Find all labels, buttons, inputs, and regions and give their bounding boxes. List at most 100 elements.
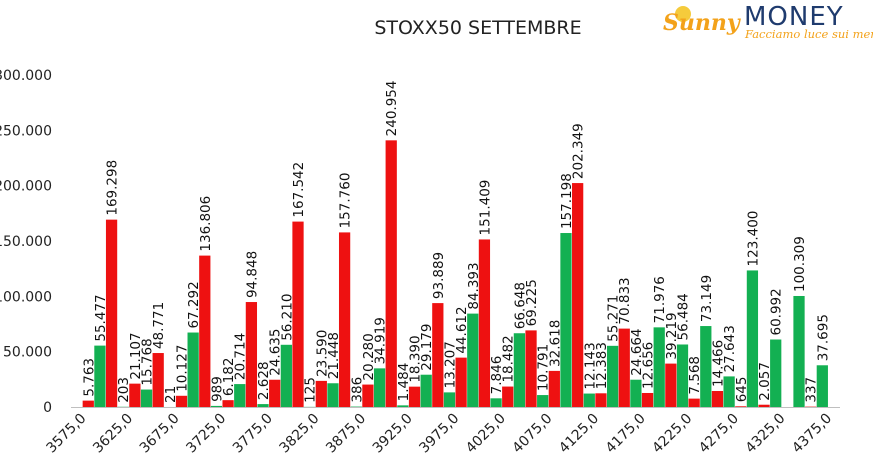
data-label: 136.806 [198, 196, 214, 252]
x-tick-label: 4225,0 [649, 411, 695, 457]
bar-green [140, 389, 153, 407]
bar-green [793, 295, 805, 407]
x-tick-label: 4325,0 [743, 411, 789, 457]
data-label: 60.992 [769, 288, 785, 335]
data-label: 20.714 [233, 333, 249, 380]
data-label: 989 [209, 376, 225, 402]
data-label: 13.207 [442, 341, 458, 388]
x-tick-label: 3575,0 [44, 411, 90, 457]
bar-red [711, 390, 724, 407]
bar-red [152, 353, 164, 407]
bar-red [175, 395, 188, 407]
logo: Sunny MONEY Facciamo luce sui mercati [663, 2, 873, 41]
bar-green [816, 365, 828, 407]
data-label: 337 [804, 377, 820, 403]
data-label: 48.771 [151, 302, 167, 349]
bar-red [735, 406, 747, 407]
sun-icon [675, 6, 691, 22]
bar-red [688, 398, 700, 407]
data-label: 10.791 [536, 344, 552, 391]
bar-green [537, 395, 549, 407]
bar-red [525, 330, 537, 407]
data-label: 12.656 [641, 342, 657, 389]
x-tick-label: 3975,0 [416, 411, 462, 457]
data-label: 2.628 [256, 361, 272, 400]
bar-green [583, 393, 595, 407]
x-tick-label: 4025,0 [463, 411, 509, 457]
data-label: 7.846 [489, 356, 505, 395]
bar-green [746, 270, 759, 407]
x-tick-label: 3725,0 [183, 411, 229, 457]
data-label: 20.280 [361, 333, 377, 380]
bar-green [513, 333, 526, 407]
data-label: 55.271 [606, 295, 622, 342]
data-label: 157.760 [338, 173, 354, 229]
bar-green [420, 374, 432, 407]
y-tick-label: 150.000 [0, 234, 52, 250]
data-label: 56.484 [676, 293, 692, 340]
bar-red [245, 302, 258, 407]
bar-red [502, 386, 514, 407]
bar-green [280, 344, 292, 407]
bar-red [618, 328, 630, 407]
bar-red [408, 386, 421, 407]
y-tick-label: 200.000 [0, 179, 52, 195]
y-tick-label: 300.000 [0, 68, 52, 84]
data-label: 12.383 [594, 342, 610, 389]
data-label: 73.149 [699, 275, 715, 322]
data-label: 151.409 [477, 180, 493, 236]
bar-red [758, 404, 770, 407]
data-label: 71.976 [652, 276, 668, 323]
data-label: 37.695 [815, 314, 831, 361]
data-label: 21.107 [128, 332, 144, 379]
data-label: 6.182 [221, 358, 237, 397]
bar-green [560, 233, 572, 407]
bar-green [676, 344, 689, 407]
data-label: 167.542 [291, 162, 307, 218]
bar-red [105, 219, 118, 407]
x-tick-label: 3875,0 [323, 411, 369, 457]
x-tick-label: 4175,0 [603, 411, 649, 457]
data-label: 55.477 [93, 294, 109, 341]
data-label: 32.618 [547, 320, 563, 367]
data-label: 10.127 [174, 345, 190, 392]
data-label: 203 [116, 377, 132, 403]
y-tick-label: 50.000 [3, 345, 52, 361]
data-label: 169.298 [105, 160, 121, 216]
bar-red [269, 379, 281, 407]
data-label: 125 [303, 377, 319, 403]
data-label: 44.612 [454, 306, 470, 353]
data-label: 56.210 [279, 294, 295, 341]
data-label: 240.954 [384, 81, 400, 137]
bar-red [385, 140, 397, 407]
x-tick-label: 3825,0 [277, 411, 323, 457]
bar-green [770, 339, 782, 407]
bar-green [397, 405, 409, 407]
bar-green [234, 384, 246, 407]
bar-red [82, 400, 94, 407]
x-tick-label: 4275,0 [696, 411, 742, 457]
data-label: 24.664 [629, 328, 645, 375]
data-label: 18.390 [408, 335, 424, 382]
data-label: 39.219 [664, 312, 680, 359]
bar-red [572, 183, 584, 407]
data-label: 34.919 [373, 317, 389, 364]
data-label: 29.179 [419, 323, 435, 370]
x-tick-label: 4075,0 [510, 411, 556, 457]
data-label: 2.057 [757, 362, 773, 401]
y-axis: 0 50.000 100.000 150.000 200.000 250.000 300.0… [0, 68, 52, 416]
bar-green [723, 376, 735, 407]
bar-red [222, 400, 234, 407]
bar-green [443, 392, 456, 407]
bar-red [292, 221, 304, 407]
x-axis: 3575,0 3625,0 3675,0 3725,0 3775,0 3825,0 3875… [44, 407, 840, 457]
logo-sunny: Sunny [663, 10, 742, 36]
bars [82, 140, 828, 407]
data-label: 123.400 [745, 211, 761, 267]
bar-green [490, 398, 502, 407]
y-tick-label: 0 [43, 400, 52, 416]
data-label: 7.568 [687, 356, 703, 395]
data-label: 1.484 [396, 363, 412, 402]
